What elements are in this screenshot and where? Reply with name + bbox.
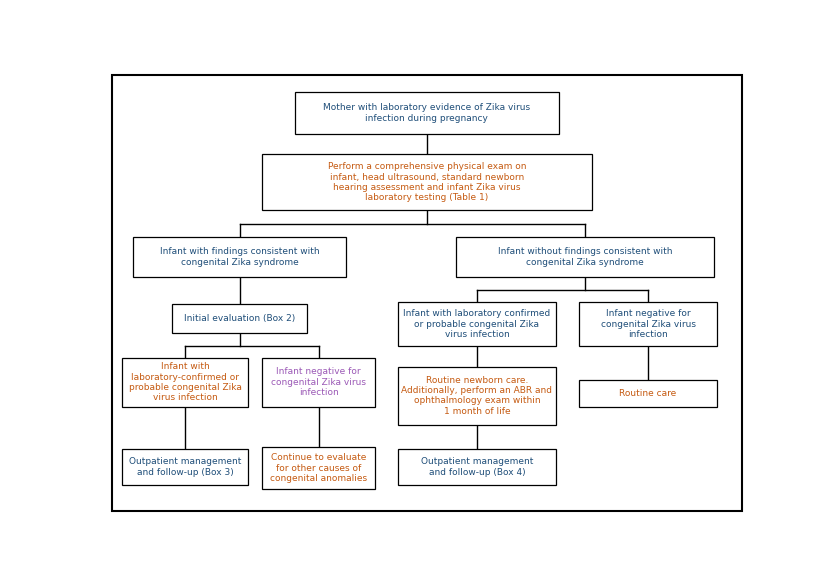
Text: Continue to evaluate
for other causes of
congenital anomalies: Continue to evaluate for other causes of… <box>270 454 367 483</box>
FancyBboxPatch shape <box>122 358 248 407</box>
Text: Routine care: Routine care <box>620 389 676 398</box>
FancyBboxPatch shape <box>133 237 347 277</box>
FancyBboxPatch shape <box>398 367 556 425</box>
Text: Perform a comprehensive physical exam on
infant, head ultrasound, standard newbo: Perform a comprehensive physical exam on… <box>327 162 526 202</box>
Text: Routine newborn care.
Additionally, perform an ABR and
ophthalmology exam within: Routine newborn care. Additionally, perf… <box>402 375 552 416</box>
FancyBboxPatch shape <box>262 358 375 407</box>
FancyBboxPatch shape <box>398 302 556 346</box>
Text: Outpatient management
and follow-up (Box 3): Outpatient management and follow-up (Box… <box>129 458 242 477</box>
Text: Mother with laboratory evidence of Zika virus
infection during pregnancy: Mother with laboratory evidence of Zika … <box>323 103 531 123</box>
Text: Infant without findings consistent with
congenital Zika syndrome: Infant without findings consistent with … <box>498 248 672 267</box>
FancyBboxPatch shape <box>172 304 307 333</box>
Text: Outpatient management
and follow-up (Box 4): Outpatient management and follow-up (Box… <box>421 458 533 477</box>
FancyBboxPatch shape <box>398 449 556 485</box>
FancyBboxPatch shape <box>122 449 248 485</box>
Text: Infant negative for
congenital Zika virus
infection: Infant negative for congenital Zika viru… <box>272 367 367 397</box>
FancyBboxPatch shape <box>579 302 717 346</box>
Text: Infant with
laboratory-confirmed or
probable congenital Zika
virus infection: Infant with laboratory-confirmed or prob… <box>129 362 242 403</box>
Text: Infant with laboratory confirmed
or probable congenital Zika
virus infection: Infant with laboratory confirmed or prob… <box>403 309 551 339</box>
FancyBboxPatch shape <box>579 380 717 407</box>
FancyBboxPatch shape <box>456 237 714 277</box>
Text: Infant with findings consistent with
congenital Zika syndrome: Infant with findings consistent with con… <box>160 248 320 267</box>
FancyBboxPatch shape <box>295 92 559 135</box>
Text: Infant negative for
congenital Zika virus
infection: Infant negative for congenital Zika viru… <box>601 309 696 339</box>
FancyBboxPatch shape <box>262 447 375 490</box>
Text: Initial evaluation (Box 2): Initial evaluation (Box 2) <box>184 314 296 323</box>
FancyBboxPatch shape <box>262 154 591 211</box>
